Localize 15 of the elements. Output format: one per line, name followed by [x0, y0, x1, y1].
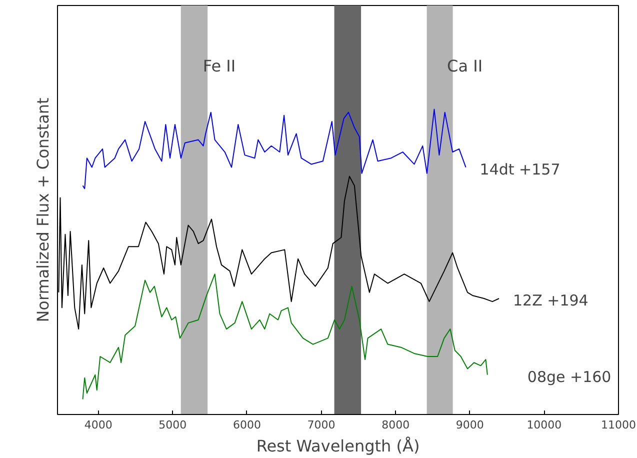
band-label: Ca II — [447, 56, 483, 76]
x-tick-label: 6000 — [232, 418, 261, 432]
band-label: Fe II — [202, 56, 236, 76]
x-tick-label: 10000 — [526, 418, 562, 432]
x-tick-label: 8000 — [382, 418, 410, 432]
x-tick-label: 5000 — [158, 418, 187, 432]
x-tick-label: 11000 — [601, 418, 636, 432]
series-label: 12Z +194 — [513, 292, 588, 310]
series-label: 14dt +157 — [480, 160, 560, 178]
x-axis-title: Rest Wavelength (Å) — [256, 436, 420, 456]
x-tick-label: 9000 — [456, 418, 484, 432]
y-axis-title: Normalized Flux + Constant — [34, 98, 52, 322]
x-tick-label: 4000 — [84, 418, 112, 432]
text: 08ge +160 — [527, 368, 612, 386]
x-tick-label: 7000 — [307, 418, 336, 432]
